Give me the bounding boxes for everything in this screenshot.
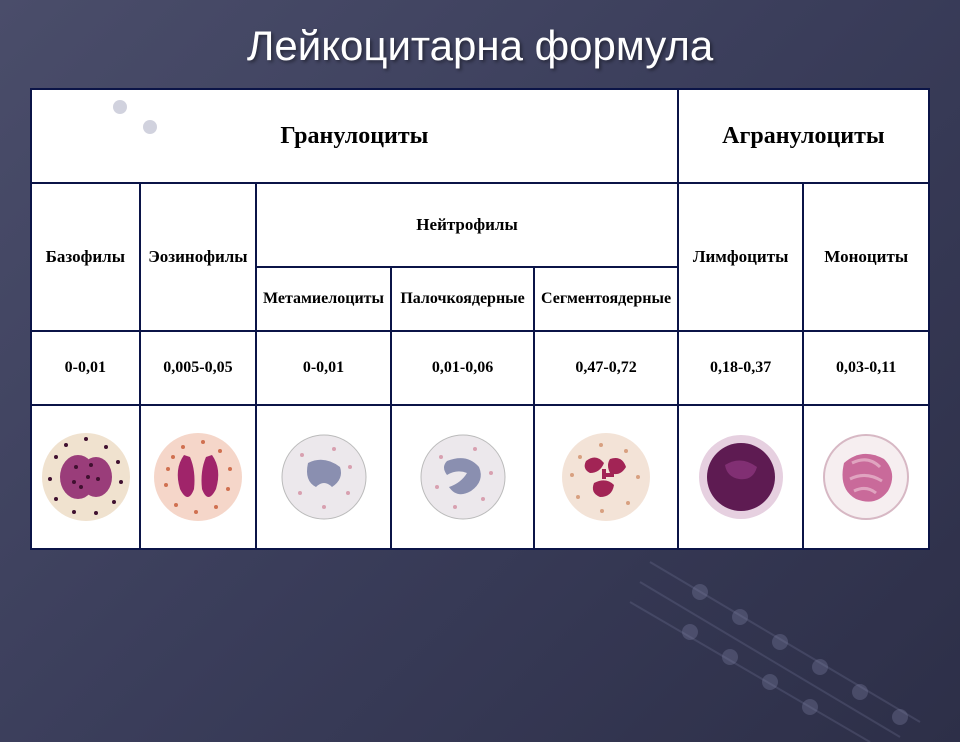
hdr-neutrophils: Нейтрофилы (256, 183, 678, 267)
hdr-monocytes: Моноциты (803, 183, 929, 331)
cell-eosinophils (140, 405, 257, 549)
cell-basophils (32, 405, 140, 549)
cell-lymphocytes (678, 405, 804, 549)
hdr-agranulocytes: Агранулоциты (678, 90, 929, 183)
val-metamyelocytes: 0-0,01 (256, 331, 391, 405)
hdr-segmented: Сегментоядерные (534, 267, 678, 331)
val-monocytes: 0,03-0,11 (803, 331, 929, 405)
cell-monocytes (803, 405, 929, 549)
cell-segmented (534, 405, 678, 549)
slide-title: Лейкоцитарна формула (0, 22, 960, 70)
cell-band (391, 405, 535, 549)
hdr-metamyelocytes: Метамиелоциты (256, 267, 391, 331)
val-eosinophils: 0,005-0,05 (140, 331, 257, 405)
val-band: 0,01-0,06 (391, 331, 535, 405)
val-segmented: 0,47-0,72 (534, 331, 678, 405)
val-lymphocytes: 0,18-0,37 (678, 331, 804, 405)
cell-metamyelocytes (256, 405, 391, 549)
hdr-lymphocytes: Лимфоциты (678, 183, 804, 331)
hdr-band: Палочкоядерные (391, 267, 535, 331)
leukocyte-table: Гранулоциты Агранулоциты Базофилы Эозино… (30, 88, 930, 550)
hdr-granulocytes: Гранулоциты (32, 90, 678, 183)
hdr-basophils: Базофилы (32, 183, 140, 331)
val-basophils: 0-0,01 (32, 331, 140, 405)
hdr-eosinophils: Эозинофилы (140, 183, 257, 331)
